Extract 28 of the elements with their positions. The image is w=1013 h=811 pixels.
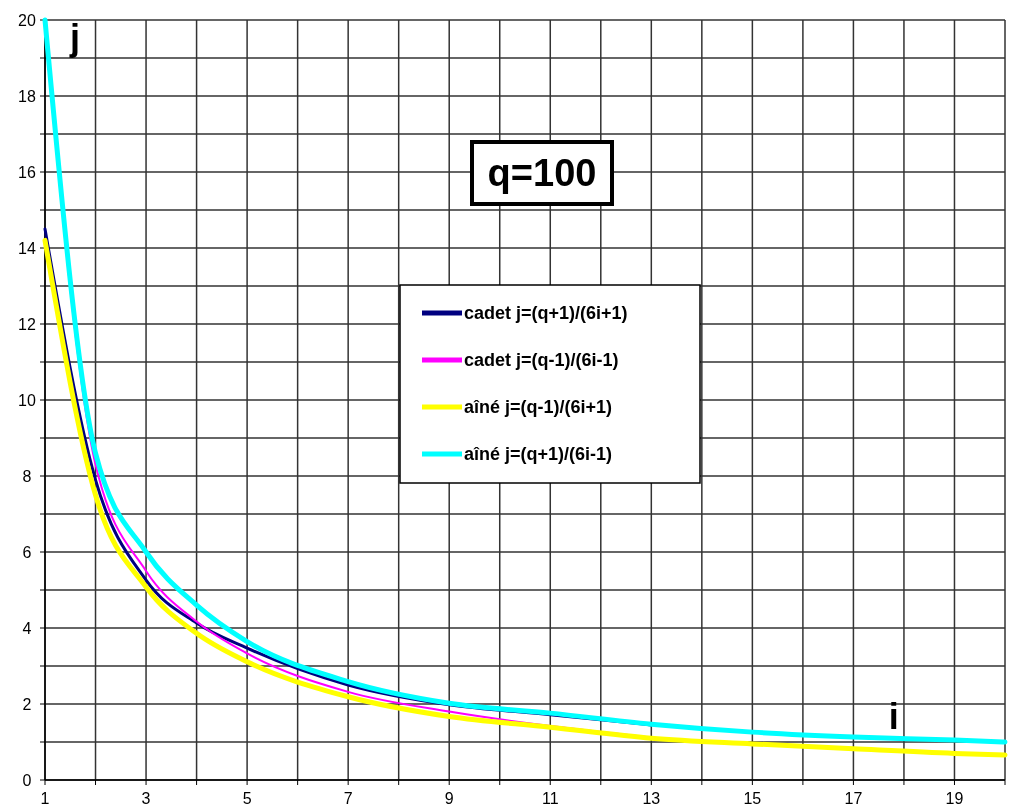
x-tick-label: 5 xyxy=(242,790,252,807)
x-tick-label: 13 xyxy=(642,790,661,807)
x-tick-label: 1 xyxy=(40,790,50,807)
legend-label: aîné j=(q-1)/(6i+1) xyxy=(464,397,613,418)
y-tick-label: 18 xyxy=(18,87,36,105)
legend-label: cadet j=(q+1)/(6i+1) xyxy=(464,303,628,324)
x-tick-label: 19 xyxy=(945,790,964,807)
x-tick-label: 3 xyxy=(141,790,151,807)
legend-label: aîné j=(q+1)/(6i-1) xyxy=(464,444,613,465)
y-tick-label: 8 xyxy=(22,467,32,485)
y-tick-label: 20 xyxy=(18,11,36,29)
y-axis-title: j xyxy=(68,17,81,58)
y-tick-label: 2 xyxy=(22,695,32,713)
x-tick-label: 7 xyxy=(343,790,353,807)
y-tick-label: 4 xyxy=(22,619,32,637)
y-tick-label: 16 xyxy=(18,163,36,181)
legend-label: cadet j=(q-1)/(6i-1) xyxy=(464,350,619,371)
x-tick-label: 15 xyxy=(743,790,762,807)
y-tick-label: 14 xyxy=(18,239,36,257)
x-axis-title: i xyxy=(888,695,899,737)
x-tick-label: 11 xyxy=(541,790,559,807)
x-tick-label: 9 xyxy=(444,790,454,807)
y-tick-label: 10 xyxy=(18,391,36,409)
y-tick-label: 12 xyxy=(18,315,36,333)
x-tick-label: 17 xyxy=(844,790,863,807)
annotation: q=100 xyxy=(487,152,597,194)
y-tick-label: 0 xyxy=(22,771,32,789)
y-tick-label: 6 xyxy=(22,543,32,561)
